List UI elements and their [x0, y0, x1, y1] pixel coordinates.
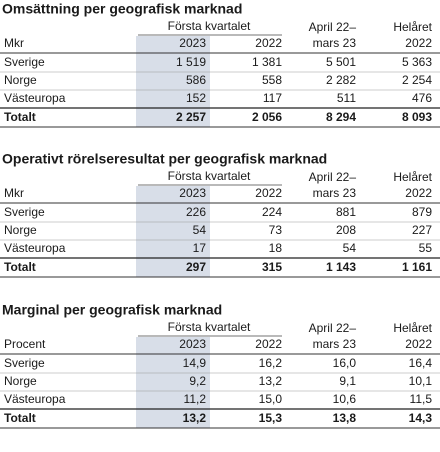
column-header: mars 23	[313, 337, 357, 351]
total-value: 14,3	[409, 411, 433, 425]
column-header: April 22–	[309, 20, 357, 34]
total-label: Totalt	[4, 260, 36, 274]
column-header: 2022	[255, 36, 282, 50]
cell-value: 73	[269, 223, 283, 237]
total-value: 2 257	[176, 110, 206, 124]
row-label: Västeuropa	[4, 91, 66, 105]
cell-value: 55	[419, 241, 433, 255]
total-value: 2 056	[252, 110, 282, 124]
cell-value: 208	[336, 223, 356, 237]
total-value: 13,2	[183, 411, 207, 425]
column-group: Första kvartalet	[168, 19, 251, 33]
cell-value: 117	[263, 91, 282, 105]
cell-value: 9,1	[339, 374, 356, 388]
total-value: 315	[262, 260, 282, 274]
column-header: April 22–	[309, 170, 357, 184]
column-header: Helåret	[393, 321, 432, 335]
cell-value: 16,4	[409, 356, 433, 370]
cell-value: 13,2	[259, 374, 283, 388]
cell-value: 226	[186, 205, 206, 219]
column-header: 2022	[255, 186, 282, 200]
cell-value: 16,2	[259, 356, 283, 370]
cell-value: 16,0	[333, 356, 357, 370]
cell-value: 152	[186, 91, 206, 105]
cell-value: 18	[269, 241, 283, 255]
total-value: 1 161	[402, 260, 432, 274]
row-label: Norge	[4, 73, 37, 87]
cell-value: 10,1	[409, 374, 433, 388]
column-header: April 22–	[309, 321, 357, 335]
row-label: Norge	[4, 374, 37, 388]
row-label: Västeuropa	[4, 392, 66, 406]
column-group: Första kvartalet	[168, 169, 251, 183]
highlight-column	[136, 337, 210, 428]
cell-value: 54	[343, 241, 357, 255]
cell-value: 1 381	[252, 55, 282, 69]
total-label: Totalt	[4, 411, 36, 425]
column-header: 2022	[405, 186, 432, 200]
cell-value: 14,9	[183, 356, 207, 370]
unit-label: Procent	[4, 337, 46, 351]
cell-value: 1 519	[176, 55, 206, 69]
column-header: 2022	[405, 337, 432, 351]
row-label: Sverige	[4, 205, 45, 219]
total-value: 8 093	[402, 110, 432, 124]
total-value: 8 294	[326, 110, 356, 124]
section-title: Operativt rörelseresultat per geografisk…	[2, 151, 327, 167]
column-group: Första kvartalet	[168, 320, 251, 334]
column-header: Helåret	[393, 20, 432, 34]
total-value: 297	[186, 260, 206, 274]
cell-value: 17	[193, 241, 207, 255]
cell-value: 2 254	[402, 73, 432, 87]
highlight-column	[136, 36, 210, 127]
cell-value: 227	[412, 223, 432, 237]
cell-value: 15,0	[259, 392, 283, 406]
total-value: 13,8	[333, 411, 357, 425]
section-title: Marginal per geografisk marknad	[2, 302, 222, 318]
highlight-column	[136, 186, 210, 277]
row-label: Sverige	[4, 356, 45, 370]
cell-value: 5 363	[402, 55, 432, 69]
total-value: 1 143	[326, 260, 356, 274]
column-header: mars 23	[313, 36, 357, 50]
cell-value: 2 282	[326, 73, 356, 87]
column-header: 2023	[179, 337, 206, 351]
unit-label: Mkr	[4, 186, 24, 200]
cell-value: 558	[262, 73, 282, 87]
row-label: Västeuropa	[4, 241, 66, 255]
cell-value: 586	[186, 73, 206, 87]
total-label: Totalt	[4, 110, 36, 124]
cell-value: 9,2	[189, 374, 206, 388]
cell-value: 224	[262, 205, 282, 219]
column-header: Helåret	[393, 170, 432, 184]
cell-value: 879	[412, 205, 432, 219]
cell-value: 476	[412, 91, 432, 105]
column-header: 2022	[405, 36, 432, 50]
cell-value: 11,2	[184, 392, 207, 406]
row-label: Sverige	[4, 55, 45, 69]
cell-value: 54	[193, 223, 207, 237]
column-header: 2023	[179, 36, 206, 50]
cell-value: 10,6	[333, 392, 357, 406]
column-header: mars 23	[313, 186, 357, 200]
unit-label: Mkr	[4, 36, 24, 50]
cell-value: 5 501	[326, 55, 356, 69]
column-header: 2023	[179, 186, 206, 200]
section-title: Omsättning per geografisk marknad	[2, 1, 242, 17]
cell-value: 511	[337, 91, 356, 105]
total-value: 15,3	[259, 411, 283, 425]
cell-value: 881	[336, 205, 356, 219]
column-header: 2022	[255, 337, 282, 351]
cell-value: 11,5	[410, 392, 433, 406]
row-label: Norge	[4, 223, 37, 237]
